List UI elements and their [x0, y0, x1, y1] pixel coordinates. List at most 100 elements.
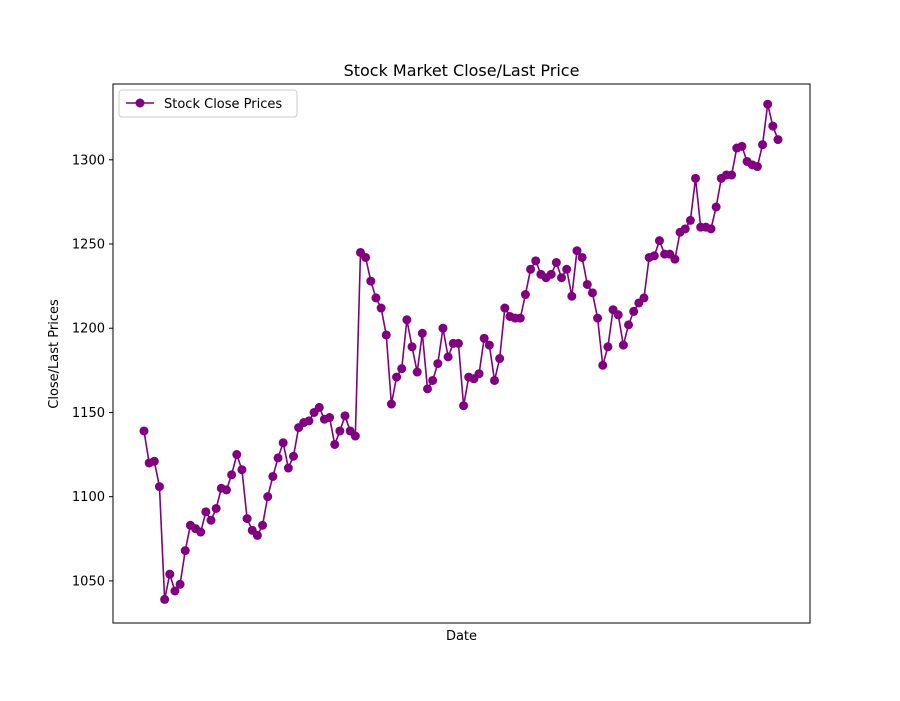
- data-point: [479, 333, 489, 343]
- data-point: [526, 264, 536, 274]
- data-point: [474, 369, 484, 379]
- data-point: [639, 293, 649, 303]
- legend-label: Stock Close Prices: [164, 97, 282, 112]
- data-point: [520, 290, 530, 300]
- data-point: [706, 224, 716, 234]
- data-point: [386, 399, 396, 409]
- data-point: [304, 416, 314, 426]
- data-point: [263, 492, 273, 502]
- data-point: [649, 251, 659, 261]
- legend-marker-swatch: [135, 98, 145, 108]
- data-point: [325, 413, 335, 423]
- data-point: [402, 315, 412, 325]
- data-point: [288, 451, 298, 461]
- data-point: [654, 236, 664, 246]
- data-point: [340, 411, 350, 421]
- data-point: [366, 276, 376, 286]
- data-point: [258, 520, 268, 530]
- data-point: [515, 313, 525, 323]
- data-point: [624, 320, 634, 330]
- y-tick-label: 1300: [72, 153, 105, 168]
- data-point: [603, 342, 613, 352]
- data-point: [613, 310, 623, 320]
- data-point: [433, 359, 443, 369]
- data-point: [376, 303, 386, 313]
- data-point: [196, 527, 206, 537]
- data-point: [283, 463, 293, 473]
- data-point: [407, 342, 417, 352]
- data-point: [763, 99, 773, 109]
- data-point: [691, 173, 701, 183]
- y-tick-label: 1100: [72, 490, 105, 505]
- data-point: [417, 328, 427, 338]
- plot-area: [113, 84, 810, 623]
- data-point: [773, 135, 783, 145]
- x-axis-label: Date: [446, 629, 477, 644]
- data-point: [670, 254, 680, 264]
- data-point: [752, 162, 762, 172]
- data-point: [412, 367, 422, 377]
- data-point: [758, 140, 768, 150]
- y-tick-label: 1050: [72, 574, 105, 589]
- data-point: [618, 340, 628, 350]
- data-point: [562, 264, 572, 274]
- data-point: [685, 215, 695, 225]
- data-point: [232, 450, 242, 460]
- data-point: [490, 375, 499, 385]
- data-point: [330, 439, 340, 449]
- data-point: [237, 465, 247, 475]
- data-point: [438, 323, 448, 333]
- data-point: [768, 121, 778, 131]
- data-point: [680, 224, 690, 234]
- data-point: [314, 402, 324, 412]
- data-point: [546, 269, 556, 279]
- data-point: [727, 170, 737, 180]
- data-point: [531, 256, 541, 266]
- data-point: [180, 546, 190, 556]
- chart-title: Stock Market Close/Last Price: [344, 61, 580, 80]
- y-axis: 1050 1100 1150 1200 1250 1300: [72, 153, 113, 589]
- data-point: [139, 426, 149, 436]
- data-point: [598, 360, 608, 370]
- data-point: [397, 364, 407, 374]
- data-point: [252, 530, 262, 540]
- data-point: [206, 515, 216, 525]
- data-point: [211, 503, 221, 513]
- data-point: [201, 507, 211, 517]
- data-point: [175, 579, 185, 589]
- data-point: [170, 586, 180, 596]
- data-point: [350, 431, 360, 441]
- data-point: [154, 482, 164, 492]
- data-point: [593, 313, 603, 323]
- data-point: [268, 471, 278, 481]
- data-point: [423, 384, 432, 394]
- data-point: [381, 330, 391, 340]
- data-point: [495, 354, 505, 364]
- data-point: [160, 594, 170, 604]
- y-tick-label: 1150: [72, 406, 105, 421]
- legend-box: [118, 89, 298, 118]
- data-point: [221, 485, 231, 495]
- y-axis-label: Close/Last Prices: [47, 299, 62, 409]
- data-point: [428, 375, 438, 385]
- data-point: [500, 303, 510, 313]
- series-layer: [139, 99, 783, 604]
- data-point: [551, 258, 561, 268]
- data-point: [278, 438, 288, 448]
- y-tick-label: 1250: [72, 238, 105, 253]
- data-point: [737, 141, 747, 151]
- data-point: [711, 202, 721, 212]
- data-point: [587, 288, 597, 298]
- data-point: [371, 293, 381, 303]
- data-point: [577, 252, 587, 262]
- data-point: [149, 456, 159, 466]
- plot-frame: [112, 83, 811, 624]
- data-point: [227, 470, 237, 480]
- data-point: [567, 291, 577, 301]
- data-point: [392, 372, 402, 382]
- data-point: [165, 569, 175, 579]
- data-point: [572, 246, 582, 256]
- data-point: [459, 401, 469, 411]
- data-point: [242, 514, 252, 524]
